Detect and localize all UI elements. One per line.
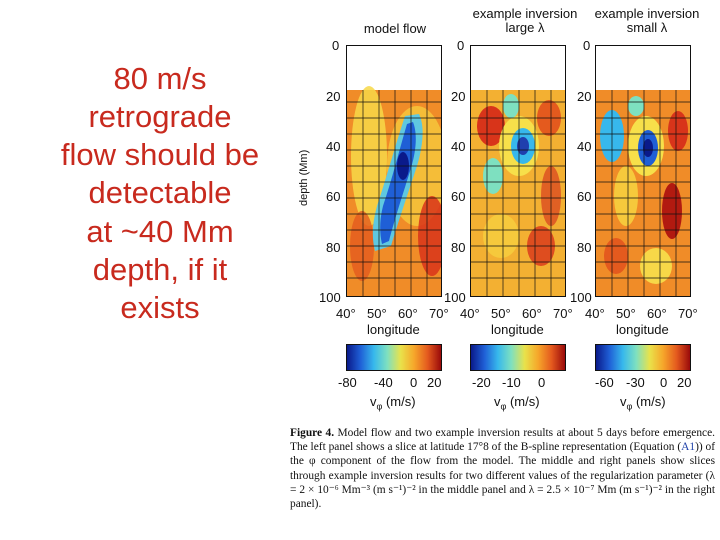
x-axis-label: longitude xyxy=(491,322,544,337)
panel-1-title: model flow xyxy=(345,22,445,36)
x-tick: 60° xyxy=(647,306,667,321)
y-tick: 100 xyxy=(319,290,341,305)
depth-axis-label: depth (Mm) xyxy=(298,149,310,206)
colorbar-label: vφ (m/s) xyxy=(370,394,416,412)
y-tick: 80 xyxy=(326,240,341,255)
y-tick: 40 xyxy=(451,139,466,154)
x-axis-label: longitude xyxy=(367,322,420,337)
y-tick: 60 xyxy=(326,189,341,204)
colorbar-label-sub: φ xyxy=(500,401,507,412)
colorbar-1 xyxy=(346,344,442,371)
y-tick: 80 xyxy=(577,240,592,255)
figure-caption: Figure 4. Model flow and two example inv… xyxy=(290,426,715,511)
x-tick: 70° xyxy=(429,306,449,321)
x-axis-label: longitude xyxy=(616,322,669,337)
colorbar-label-v: v xyxy=(370,394,377,409)
slide-line: flow should be xyxy=(60,137,260,173)
colorbar-tick: 0 xyxy=(410,375,418,390)
x-tick: 50° xyxy=(367,306,387,321)
y-tick: 20 xyxy=(577,89,592,104)
caption-text-2: )) of the φ component of the flow from t… xyxy=(290,441,715,511)
colorbar-tick: 0 xyxy=(660,375,668,390)
colorbar-tick: -10 xyxy=(502,375,521,390)
y-tick: 20 xyxy=(326,89,341,104)
slide-line: at ~40 Mm xyxy=(86,213,234,249)
colorbar-tick: -60 xyxy=(595,375,614,390)
colorbar-label-v: v xyxy=(620,394,627,409)
caption-label: Figure 4. xyxy=(290,427,335,439)
y-tick: 100 xyxy=(444,290,466,305)
y-tick: 20 xyxy=(451,89,466,104)
x-tick: 40° xyxy=(460,306,480,321)
y-tick: 0 xyxy=(457,38,465,53)
colorbar-label-sub: φ xyxy=(626,401,633,412)
panel-3-title: example inversion small λ xyxy=(587,7,707,35)
colorbar-tick: -80 xyxy=(338,375,357,390)
panel-2-heatmap xyxy=(470,45,566,297)
panel-title-line: large λ xyxy=(505,20,545,35)
y-tick: 0 xyxy=(332,38,340,53)
x-tick: 50° xyxy=(491,306,511,321)
colorbar-label: vφ (m/s) xyxy=(620,394,666,412)
panel-2-title: example inversion large λ xyxy=(465,7,585,35)
colorbar-label-unit: (m/s) xyxy=(382,394,416,409)
x-tick: 70° xyxy=(553,306,573,321)
slide-line: depth, if it xyxy=(92,251,228,287)
x-tick: 60° xyxy=(522,306,542,321)
slide-body-text: 80 m/s retrograde flow should be detecta… xyxy=(40,60,280,327)
colorbar-tick: -20 xyxy=(472,375,491,390)
y-tick: 60 xyxy=(577,189,592,204)
x-tick: 40° xyxy=(336,306,356,321)
colorbar-label-v: v xyxy=(494,394,501,409)
figure-4: depth (Mm) model flow example inversion … xyxy=(290,0,720,420)
colorbar-label: vφ (m/s) xyxy=(494,394,540,412)
panel-title-line: small λ xyxy=(626,20,668,35)
y-tick: 40 xyxy=(577,139,592,154)
panel-1-heatmap xyxy=(346,45,442,297)
panel-title-line: example inversion xyxy=(472,6,578,21)
equation-link[interactable]: A1 xyxy=(681,441,696,454)
y-tick: 100 xyxy=(570,290,592,305)
panel-title-line: example inversion xyxy=(594,6,700,21)
colorbar-tick: 20 xyxy=(427,375,442,390)
colorbar-tick: -40 xyxy=(374,375,393,390)
colorbar-tick: 0 xyxy=(538,375,546,390)
colorbar-3 xyxy=(595,344,691,371)
panel-3-plot xyxy=(596,46,690,296)
panel-1-plot xyxy=(347,46,441,296)
x-tick: 70° xyxy=(678,306,698,321)
colorbar-label-unit: (m/s) xyxy=(632,394,666,409)
slide-line: detectable xyxy=(88,175,232,211)
y-tick: 0 xyxy=(583,38,591,53)
panel-title-line: model flow xyxy=(363,21,427,36)
y-tick: 60 xyxy=(451,189,466,204)
slide-line: retrograde xyxy=(88,99,232,135)
colorbar-tick: -30 xyxy=(626,375,645,390)
slide-line: exists xyxy=(120,289,200,325)
colorbar-tick: 20 xyxy=(677,375,692,390)
x-tick: 50° xyxy=(616,306,636,321)
slide-line: 80 m/s xyxy=(113,61,207,96)
panel-3-heatmap xyxy=(595,45,691,297)
caption-text-1: Model flow and two example inversion res… xyxy=(290,427,715,454)
colorbar-2 xyxy=(470,344,566,371)
y-tick: 40 xyxy=(326,139,341,154)
y-tick: 80 xyxy=(451,240,466,255)
colorbar-label-sub: φ xyxy=(376,401,383,412)
x-tick: 40° xyxy=(585,306,605,321)
panel-2-plot xyxy=(471,46,565,296)
x-tick: 60° xyxy=(398,306,418,321)
colorbar-label-unit: (m/s) xyxy=(506,394,540,409)
